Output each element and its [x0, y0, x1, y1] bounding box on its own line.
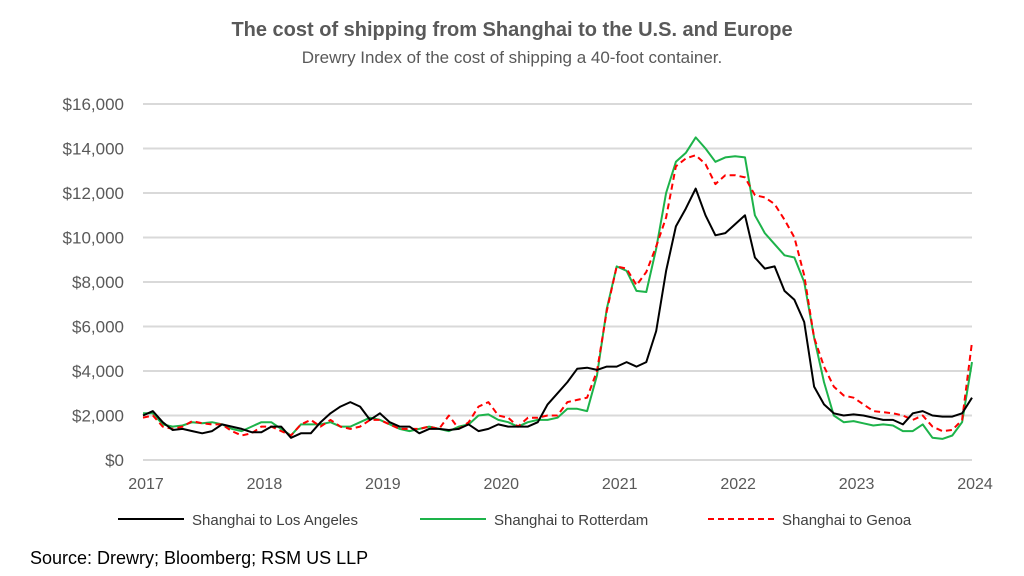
- x-tick-label: 2018: [247, 476, 283, 493]
- legend: Shanghai to Los Angeles Shanghai to Rotte…: [118, 512, 912, 529]
- chart-subtitle: Drewry Index of the cost of shipping a 4…: [302, 48, 723, 67]
- y-tick-label: $10,000: [63, 229, 124, 248]
- y-tick-label: $2,000: [72, 407, 124, 426]
- x-tick-label: 2022: [720, 476, 756, 493]
- y-tick-label: $14,000: [63, 140, 124, 159]
- y-tick-label: $16,000: [63, 95, 124, 114]
- legend-label: Shanghai to Los Angeles: [192, 512, 358, 529]
- x-tick-label: 2024: [957, 476, 993, 493]
- y-tick-label: $6,000: [72, 318, 124, 337]
- x-axis-ticks: 2017 2018 2019 2020 2021 2022 2023 2024: [128, 476, 993, 493]
- y-tick-label: $0: [105, 451, 124, 470]
- x-tick-label: 2023: [839, 476, 875, 493]
- chart-title: The cost of shipping from Shanghai to th…: [231, 19, 792, 41]
- x-tick-label: 2017: [128, 476, 164, 493]
- y-tick-label: $4,000: [72, 362, 124, 381]
- series-line-shanghai-to-rotterdam: [143, 136, 973, 440]
- gridlines: [143, 103, 972, 461]
- x-tick-label: 2019: [365, 476, 401, 493]
- y-tick-label: $8,000: [72, 273, 124, 292]
- y-tick-label: $12,000: [63, 184, 124, 203]
- x-tick-label: 2021: [602, 476, 638, 493]
- legend-label: Shanghai to Rotterdam: [494, 512, 648, 529]
- source-note: Source: Drewry; Bloomberg; RSM US LLP: [30, 548, 368, 568]
- legend-label: Shanghai to Genoa: [782, 512, 912, 529]
- series-lines: [142, 136, 973, 440]
- x-tick-label: 2020: [483, 476, 519, 493]
- y-axis-ticks: $0 $2,000 $4,000 $6,000 $8,000 $10,000 $12,000…: [63, 95, 124, 470]
- series-line-shanghai-to-genoa: [142, 154, 973, 437]
- series-line-shanghai-to-los-angeles: [142, 187, 973, 439]
